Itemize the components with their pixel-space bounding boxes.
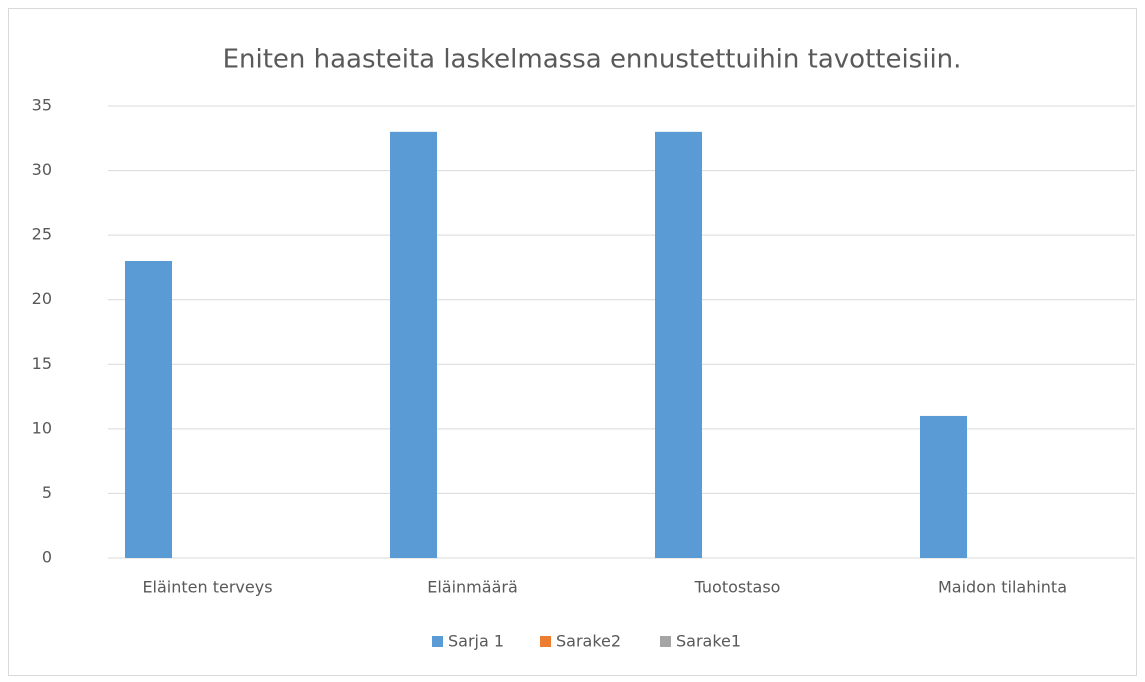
x-tick-label: Eläinten terveys	[142, 578, 272, 597]
legend-label: Sarake2	[556, 632, 621, 651]
y-tick-label: 15	[32, 354, 52, 373]
bar	[390, 131, 437, 559]
y-tick-label: 5	[42, 483, 52, 502]
chart-border	[8, 8, 1137, 676]
y-tick-label: 25	[32, 225, 52, 244]
bar	[920, 415, 967, 558]
y-tick-label: 10	[32, 418, 52, 437]
bar	[655, 131, 702, 559]
y-tick-label: 35	[32, 96, 52, 115]
x-tick-label: Maidon tilahinta	[938, 578, 1067, 597]
bar	[125, 260, 172, 558]
x-tick-label: Tuotostaso	[694, 578, 781, 597]
legend-label: Sarja 1	[448, 632, 504, 651]
legend-swatch	[432, 636, 443, 647]
legend-swatch	[660, 636, 671, 647]
chart-title: Eniten haasteita laskelmassa ennustettui…	[223, 45, 962, 75]
y-tick-label: 30	[32, 160, 52, 179]
legend-label: Sarake1	[676, 632, 741, 651]
legend-swatch	[540, 636, 551, 647]
y-tick-label: 20	[32, 289, 52, 308]
y-tick-label: 0	[42, 548, 52, 567]
x-tick-label: Eläinmäärä	[427, 578, 518, 597]
